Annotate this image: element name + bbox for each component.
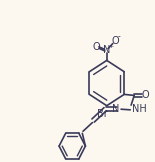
Text: N: N xyxy=(103,45,111,55)
Text: O: O xyxy=(92,42,100,52)
Text: Br: Br xyxy=(97,109,108,119)
Text: O: O xyxy=(111,36,119,46)
Text: O: O xyxy=(142,90,149,100)
Text: +: + xyxy=(108,44,113,49)
Text: -: - xyxy=(118,32,120,41)
Text: NH: NH xyxy=(132,104,146,114)
Text: N: N xyxy=(111,104,119,114)
